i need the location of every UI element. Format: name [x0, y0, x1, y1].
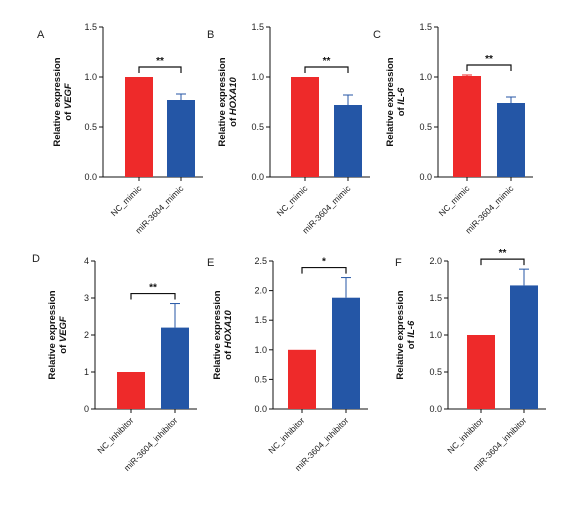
y-axis-label: Relative expressionof HOXA10 — [212, 290, 234, 379]
y-axis-label-line1: Relative expression — [212, 290, 223, 379]
y-tick-label: 1.0 — [419, 72, 432, 82]
y-axis-label-gene: IL-6 — [396, 87, 407, 105]
y-tick-label: 1.5 — [254, 315, 267, 325]
panel-F: F 0.0 0.5 1.0 1.5 2.0 Relative expressionof IL… — [395, 248, 546, 473]
bar-mir-3604-inhibitor — [510, 285, 538, 409]
y-tick-label: 0.0 — [429, 404, 442, 414]
significance-label: ** — [485, 54, 493, 65]
x-tick-label: NC_inhibitor — [266, 415, 306, 455]
bar-nc-mimic — [453, 76, 481, 177]
y-axis-label-line1: Relative expression — [217, 57, 228, 146]
y-tick-label: 0 — [84, 404, 89, 414]
x-tick-label: NC_mimic — [109, 183, 144, 218]
significance-bracket — [138, 66, 182, 73]
y-axis-label-line2: of — [58, 342, 69, 354]
significance-label: ** — [156, 56, 164, 67]
y-axis-label-gene: HOXA10 — [228, 76, 239, 115]
bar-nc-mimic — [291, 77, 319, 177]
y-tick-label: 0.5 — [254, 374, 267, 384]
bar-mir-3604-mimic — [167, 100, 195, 177]
panel-letter: A — [37, 29, 45, 41]
panel-letter: E — [207, 257, 214, 269]
y-axis-label-line2: of — [228, 115, 239, 127]
bar-nc-inhibitor — [467, 335, 495, 409]
y-tick-label: 1.5 — [251, 22, 264, 32]
y-axis-label-line1: Relative expression — [385, 57, 396, 146]
y-tick-label: 0.0 — [84, 172, 97, 182]
bar-mir-3604-mimic — [497, 103, 525, 177]
y-axis-label-line2: of — [63, 109, 74, 121]
panel-letter: C — [373, 29, 381, 41]
y-tick-label: 4 — [84, 256, 89, 266]
y-tick-label: 1.0 — [84, 72, 97, 82]
x-tick-label: NC_mimic — [437, 183, 472, 218]
panel-D: D 0 1 2 3 4 Relative expressionof VEGF NC_inhib… — [32, 253, 197, 473]
significance-bracket — [466, 64, 512, 71]
panel-B: B 0.0 0.5 1.0 1.5 Relative expressionof HOXA1… — [207, 22, 370, 236]
significance-label: ** — [149, 283, 157, 294]
y-axis-label: Relative expressionof VEGF — [47, 290, 69, 379]
y-axis-label: Relative expressionof VEGF — [52, 57, 74, 146]
panel-letter: F — [395, 257, 402, 269]
x-tick-label: NC_mimic — [275, 183, 310, 218]
y-tick-label: 1.5 — [419, 22, 432, 32]
y-tick-label: 1 — [84, 367, 89, 377]
y-axis-label-gene: HOXA10 — [223, 309, 234, 348]
y-tick-label: 1.5 — [429, 293, 442, 303]
significance-bracket — [480, 258, 525, 266]
y-axis-label: Relative expressionof IL-6 — [395, 290, 417, 379]
x-tick-label: NC_inhibitor — [95, 415, 135, 455]
significance-bracket — [130, 292, 176, 300]
significance-bracket — [301, 266, 347, 274]
y-tick-label: 0.5 — [84, 122, 97, 132]
x-tick-label: NC_inhibitor — [445, 415, 485, 455]
y-tick-label: 2.5 — [254, 256, 267, 266]
significance-label: * — [322, 257, 326, 268]
y-axis-label-line2: of — [223, 348, 234, 360]
y-axis-label-line1: Relative expression — [395, 290, 406, 379]
bar-mir-3604-inhibitor — [161, 327, 189, 409]
x-tick-label: miR-3604_mimic — [463, 183, 516, 236]
bar-nc-inhibitor — [288, 349, 316, 409]
y-tick-label: 3 — [84, 293, 89, 303]
y-tick-label: 2 — [84, 330, 89, 340]
y-axis-label-line1: Relative expression — [52, 57, 63, 146]
y-axis-label-line2: of — [396, 105, 407, 117]
significance-label: ** — [323, 56, 331, 67]
y-axis-label: Relative expressionof IL-6 — [385, 57, 407, 146]
panel-letter: D — [32, 253, 40, 265]
y-axis-label-gene: VEGF — [63, 83, 74, 109]
y-tick-label: 2.0 — [429, 256, 442, 266]
y-axis-label-line1: Relative expression — [47, 290, 58, 379]
y-tick-label: 0.5 — [419, 122, 432, 132]
y-tick-label: 0.5 — [251, 122, 264, 132]
bar-mir-3604-mimic — [334, 105, 362, 177]
y-tick-label: 1.0 — [429, 330, 442, 340]
bar-nc-inhibitor — [117, 372, 145, 409]
y-axis-label-gene: IL-6 — [406, 320, 417, 338]
y-tick-label: 1.0 — [251, 72, 264, 82]
bar-nc-mimic — [125, 77, 153, 177]
significance-label: ** — [499, 248, 507, 259]
panel-letter: B — [207, 29, 214, 41]
y-tick-label: 2.0 — [254, 286, 267, 296]
y-tick-label: 0.5 — [429, 367, 442, 377]
y-tick-label: 0.0 — [251, 172, 264, 182]
panel-A: A 0.0 0.5 1.0 1.5 Relative expressionof VEGF N… — [37, 22, 203, 236]
y-tick-label: 1.0 — [254, 345, 267, 355]
y-axis-label: Relative expressionof HOXA10 — [217, 57, 239, 146]
panel-C: C 0.0 0.5 1.0 1.5 Relative expressionof IL-6 N… — [373, 22, 533, 236]
panel-E: E 0.0 0.5 1.0 1.5 2.0 2.5 Relative expressionof… — [207, 256, 368, 473]
y-tick-label: 1.5 — [84, 22, 97, 32]
y-tick-label: 0.0 — [254, 404, 267, 414]
y-tick-label: 0.0 — [419, 172, 432, 182]
significance-bracket — [304, 66, 349, 73]
y-axis-label-line2: of — [406, 338, 417, 350]
bar-mir-3604-inhibitor — [332, 297, 360, 409]
y-axis-label-gene: VEGF — [58, 316, 69, 342]
